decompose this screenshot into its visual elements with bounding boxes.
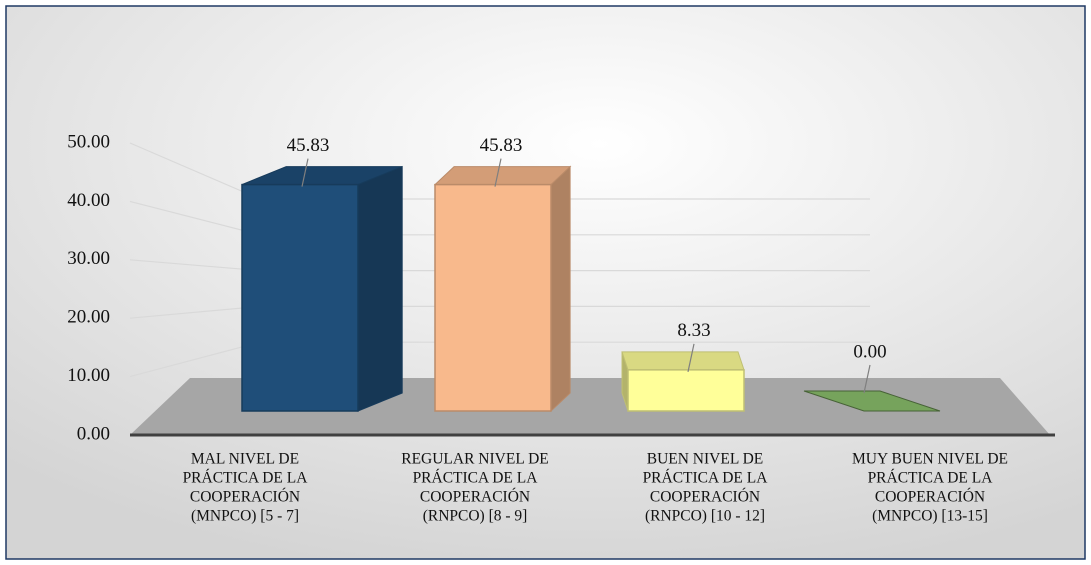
leader-line bbox=[687, 343, 695, 372]
x-tick-label: MAL NIVEL DE bbox=[191, 451, 299, 468]
bar bbox=[434, 183, 552, 412]
y-tick-label: 0.00 bbox=[77, 423, 110, 444]
leader-line bbox=[863, 364, 871, 394]
x-tick-label: (RNPCO) [10 - 12] bbox=[645, 508, 765, 525]
x-tick-label: PRÁCTICA DE LA bbox=[643, 470, 769, 487]
bar-group bbox=[241, 165, 403, 412]
x-tick-label: PRÁCTICA DE LA bbox=[413, 470, 539, 487]
x-tick-label: (MNPCO) [5 - 7] bbox=[191, 508, 299, 525]
bar bbox=[627, 369, 745, 412]
leader-line bbox=[301, 158, 309, 187]
bar-top bbox=[433, 166, 572, 186]
x-tick-label: COOPERACIÓN bbox=[875, 489, 985, 506]
x-tick-label: COOPERACIÓN bbox=[420, 489, 530, 506]
bar-group bbox=[621, 351, 745, 412]
value-label: 0.00 bbox=[853, 341, 886, 362]
bar bbox=[241, 183, 359, 412]
x-tick-label: PRÁCTICA DE LA bbox=[183, 470, 309, 487]
y-tick-label: 20.00 bbox=[67, 307, 110, 328]
y-tick-label: 10.00 bbox=[67, 365, 110, 386]
y-tick-label: 40.00 bbox=[67, 190, 110, 211]
y-tick-label: 30.00 bbox=[67, 248, 110, 269]
leader-line bbox=[494, 158, 502, 187]
y-tick-label: 50.00 bbox=[67, 131, 110, 152]
bar-side bbox=[550, 165, 571, 413]
x-tick-label: (RNPCO) [8 - 9] bbox=[423, 508, 528, 525]
x-tick-label: MUY BUEN NIVEL DE bbox=[852, 451, 1008, 468]
bar bbox=[803, 390, 941, 412]
value-label: 45.83 bbox=[287, 135, 330, 156]
bar-group bbox=[433, 165, 572, 413]
x-tick-label: BUEN NIVEL DE bbox=[647, 451, 764, 468]
x-tick-label: COOPERACIÓN bbox=[190, 489, 300, 506]
value-label: 8.33 bbox=[677, 320, 710, 341]
x-tick-label: (MNPCO) [13-15] bbox=[872, 508, 988, 525]
x-tick-label: COOPERACIÓN bbox=[650, 489, 760, 506]
bar-side bbox=[357, 165, 403, 412]
x-tick-label: PRÁCTICA DE LA bbox=[868, 470, 994, 487]
value-label: 45.83 bbox=[480, 135, 523, 156]
bar-top bbox=[621, 351, 745, 371]
x-tick-label: REGULAR NIVEL DE bbox=[401, 451, 549, 468]
